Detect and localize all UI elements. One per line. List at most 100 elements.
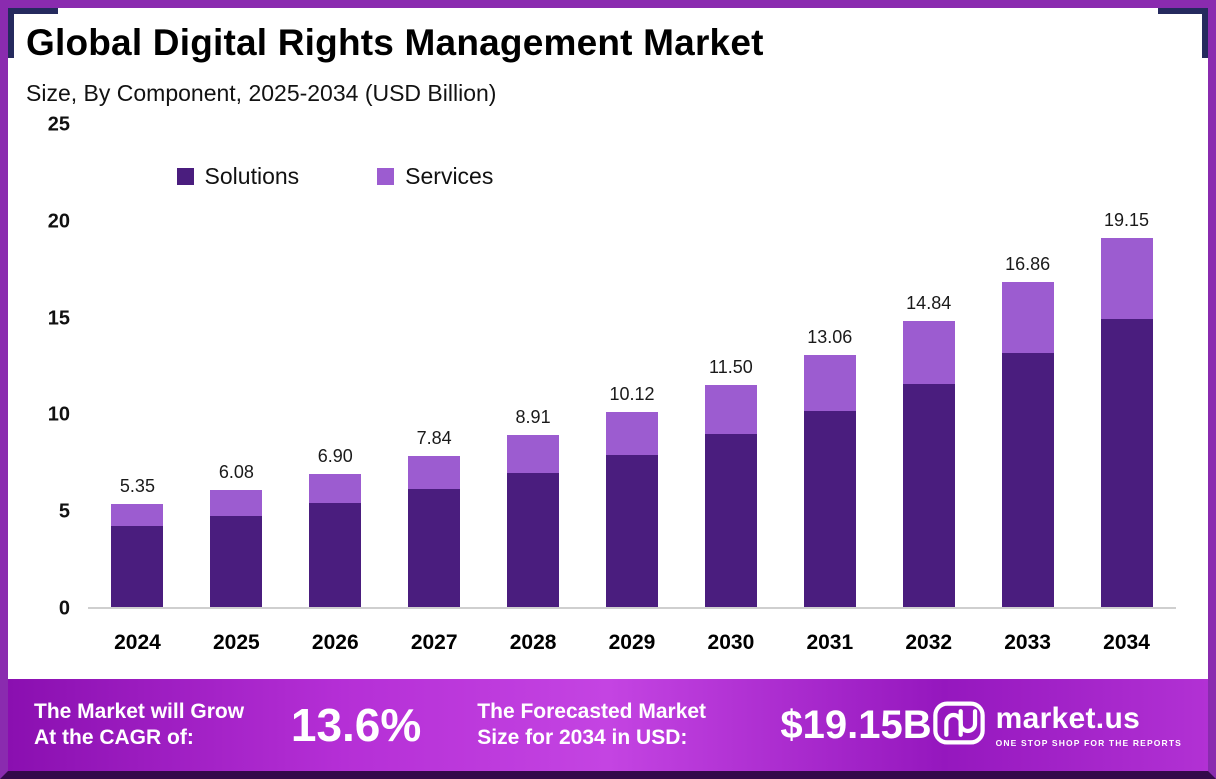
- bar-segment-solutions: [408, 489, 461, 607]
- bar-stack: [507, 435, 560, 607]
- x-axis-labels: 2024 2025 2026 2027 2028 2029 2030 2031 2032 2033…: [88, 613, 1176, 657]
- bar-group: 13.06: [786, 125, 873, 607]
- bar-segment-services: [408, 455, 461, 490]
- bar-segment-services: [210, 489, 263, 516]
- bar-segment-services: [605, 411, 658, 455]
- bar-segment-solutions: [704, 434, 757, 607]
- bar-total-label: 6.08: [218, 461, 254, 482]
- bar-group: 19.15: [1083, 125, 1170, 607]
- stacked-bar-chart: Solutions Services 0 5 10 15 20 25 5.35 6.08 6.…: [26, 111, 1184, 657]
- market-us-logo-icon: [932, 696, 986, 755]
- bar-segment-solutions: [111, 526, 164, 607]
- bar-segment-services: [902, 320, 955, 384]
- bar-segment-solutions: [309, 503, 362, 607]
- bar-total-label: 7.84: [416, 427, 452, 448]
- x-axis-label: 2025: [213, 631, 260, 654]
- bar-stack: [408, 455, 461, 607]
- bar-stack: [605, 411, 658, 607]
- y-axis-labels: 0 5 10 15 20 25: [26, 114, 82, 620]
- bar-total-label: 10.12: [609, 383, 655, 404]
- logo-text-block: market.us ONE STOP SHOP FOR THE REPORTS: [996, 702, 1182, 748]
- market-us-logo: market.us ONE STOP SHOP FOR THE REPORTS: [932, 696, 1182, 755]
- cagr-label: The Market will Grow At the CAGR of:: [34, 699, 245, 749]
- bar-segment-solutions: [902, 383, 955, 607]
- bar-stack: [1100, 237, 1153, 607]
- y-axis-tick-label: 5: [58, 500, 70, 523]
- x-axis-label: 2026: [311, 631, 359, 654]
- corner-accent-top-left: [8, 8, 58, 14]
- bar-stack: [902, 320, 955, 607]
- y-axis-tick-label: 25: [47, 113, 70, 136]
- bar-group: 16.86: [984, 125, 1071, 607]
- bar-total-label: 11.50: [709, 357, 753, 378]
- x-axis-label: 2034: [1103, 631, 1150, 654]
- y-axis-tick-label: 20: [47, 210, 70, 233]
- bar-segment-services: [111, 503, 164, 527]
- bar-stack: [704, 385, 757, 607]
- y-axis-tick-label: 0: [58, 597, 70, 620]
- bar-stack: [210, 489, 263, 607]
- x-axis-label: 2031: [806, 631, 854, 654]
- bar-segment-services: [704, 385, 757, 435]
- bar-segment-solutions: [507, 473, 560, 607]
- legend-item-solutions: Solutions: [176, 163, 300, 190]
- chart-legend: Solutions Services: [176, 163, 493, 190]
- logo-name: market.us: [995, 702, 1141, 735]
- bar-group: 14.84: [885, 125, 972, 607]
- bar-total-label: 5.35: [119, 475, 155, 496]
- bar-group: 11.50: [687, 125, 774, 607]
- forecast-value: $19.15B: [780, 702, 932, 747]
- page-title: Global Digital Rights Management Market: [26, 22, 764, 63]
- x-axis-label: 2029: [608, 631, 656, 654]
- bar-total-label: 19.15: [1103, 209, 1150, 230]
- bar-stack: [309, 473, 362, 607]
- x-axis-label: 2030: [707, 631, 755, 654]
- y-axis-tick-label: 15: [47, 307, 70, 330]
- x-axis-label: 2033: [1004, 631, 1051, 654]
- x-axis-label: 2027: [410, 631, 458, 654]
- bar-segment-services: [1001, 281, 1054, 354]
- bar-group: 8.91: [490, 125, 577, 607]
- legend-label-services: Services: [405, 163, 494, 189]
- x-axis-label: 2024: [114, 631, 161, 654]
- legend-label-solutions: Solutions: [204, 163, 300, 189]
- bar-group: 10.12: [588, 125, 675, 607]
- bar-segment-services: [507, 435, 560, 473]
- bar-total-label: 6.90: [317, 445, 353, 466]
- forecast-label: The Forecasted Market Size for 2034 in U…: [477, 699, 707, 749]
- bar-segment-solutions: [605, 454, 658, 607]
- bar-group: 7.84: [391, 125, 478, 607]
- bar-segment-solutions: [1001, 353, 1054, 607]
- corner-accent-top-right: [1158, 8, 1208, 14]
- corner-accent-top-left-vertical: [8, 8, 14, 58]
- bar-total-label: 16.86: [1005, 253, 1051, 274]
- logo-tagline: ONE STOP SHOP FOR THE REPORTS: [995, 738, 1182, 748]
- bar-segment-solutions: [210, 515, 263, 607]
- legend-item-services: Services: [377, 163, 493, 190]
- bar-stack: [111, 503, 164, 607]
- bar-group: 5.35: [94, 125, 181, 607]
- chart-panel: Global Digital Rights Management Market …: [8, 8, 1208, 679]
- bar-segment-services: [309, 473, 362, 504]
- bar-segment-solutions: [803, 410, 856, 607]
- legend-swatch-services: [377, 168, 395, 185]
- corner-accent-top-right-vertical: [1202, 8, 1208, 58]
- plot-area: 5.35 6.08 6.90 7.84 8.91 10.12 11.50 13.06 14.84…: [88, 125, 1176, 609]
- bar-total-label: 14.84: [906, 292, 952, 313]
- bar-stack: [803, 355, 856, 607]
- x-axis-label: 2032: [905, 631, 953, 654]
- y-axis-tick-label: 10: [47, 403, 70, 426]
- bar-segment-services: [803, 355, 856, 411]
- bar-segment-solutions: [1100, 318, 1153, 607]
- chart-subtitle: Size, By Component, 2025-2034 (USD Billi…: [26, 80, 497, 106]
- footer-banner: The Market will Grow At the CAGR of: 13.…: [8, 679, 1208, 771]
- bar-group: 6.08: [193, 125, 280, 607]
- bar-segment-services: [1100, 237, 1153, 319]
- x-axis-label: 2028: [509, 631, 557, 654]
- bar-total-label: 13.06: [807, 327, 853, 348]
- legend-swatch-solutions: [176, 168, 194, 185]
- cagr-value: 13.6%: [290, 699, 422, 751]
- bar-group: 6.90: [292, 125, 379, 607]
- bar-total-label: 8.91: [515, 407, 551, 428]
